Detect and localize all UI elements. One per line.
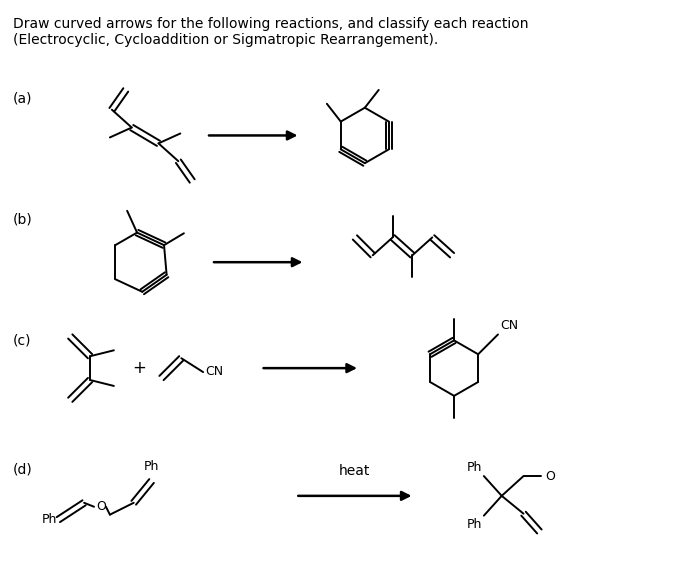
Text: (d): (d) [13,462,32,476]
Text: O: O [96,500,106,513]
Text: CN: CN [205,365,223,378]
Text: (c): (c) [13,333,31,347]
Text: Ph: Ph [42,513,58,526]
Text: CN: CN [500,319,518,333]
Text: O: O [545,470,555,483]
Text: Ph: Ph [466,518,482,531]
Text: (a): (a) [13,92,32,106]
Text: heat: heat [339,464,370,478]
Text: Ph: Ph [144,460,159,473]
Text: Ph: Ph [466,461,482,474]
Text: +: + [132,359,147,377]
Text: (b): (b) [13,212,32,226]
Text: Draw curved arrows for the following reactions, and classify each reaction
(Elec: Draw curved arrows for the following rea… [13,17,528,47]
